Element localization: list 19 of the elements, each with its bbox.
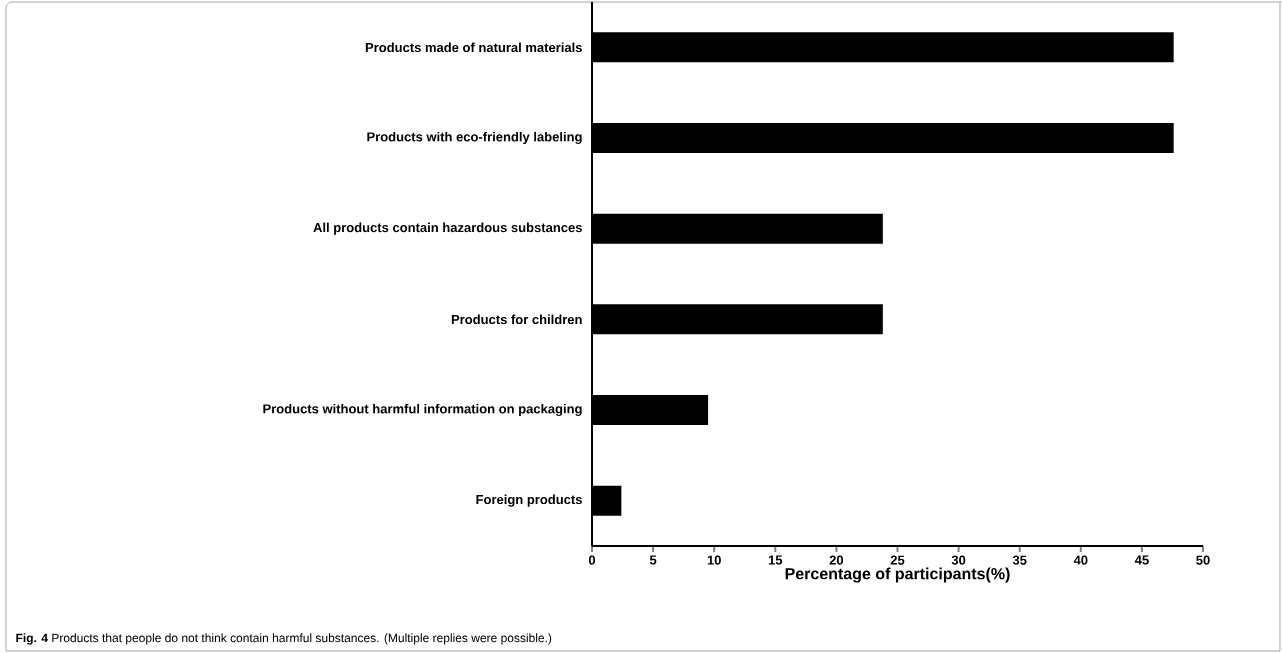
text: Fig. 4 Products that people do not think contain harmful substances. (Multiple replies were possible.) [16,633,552,645]
x-tick-label: 35 [1012,555,1027,565]
x-tick-label: 0 [588,555,596,565]
y-tick-label: All products contain hazardous substances [313,222,582,235]
x-tick-label: 5 [649,555,657,565]
x-tick-label: 40 [1073,555,1088,565]
x-tick-label: 10 [707,555,721,565]
y-tick-label: Products for children [451,314,582,325]
y-tick-label: Products made of natural materials [365,42,582,53]
x-tick-label: 25 [890,555,905,565]
x-tick-label: 50 [1196,555,1210,565]
x-tick-label: 45 [1134,555,1149,565]
x-tick-label: 30 [951,555,966,565]
x-tick-label: 20 [829,555,844,565]
x-tick-label: 15 [768,555,783,565]
y-tick-label: Products without harmful information on packaging [263,403,582,417]
y-tick-label: Foreign products [476,494,582,507]
y-tick-label: Products with eco-friendly labeling [367,131,582,145]
x-axis-title: Percentage of participants(%) [785,567,1010,583]
